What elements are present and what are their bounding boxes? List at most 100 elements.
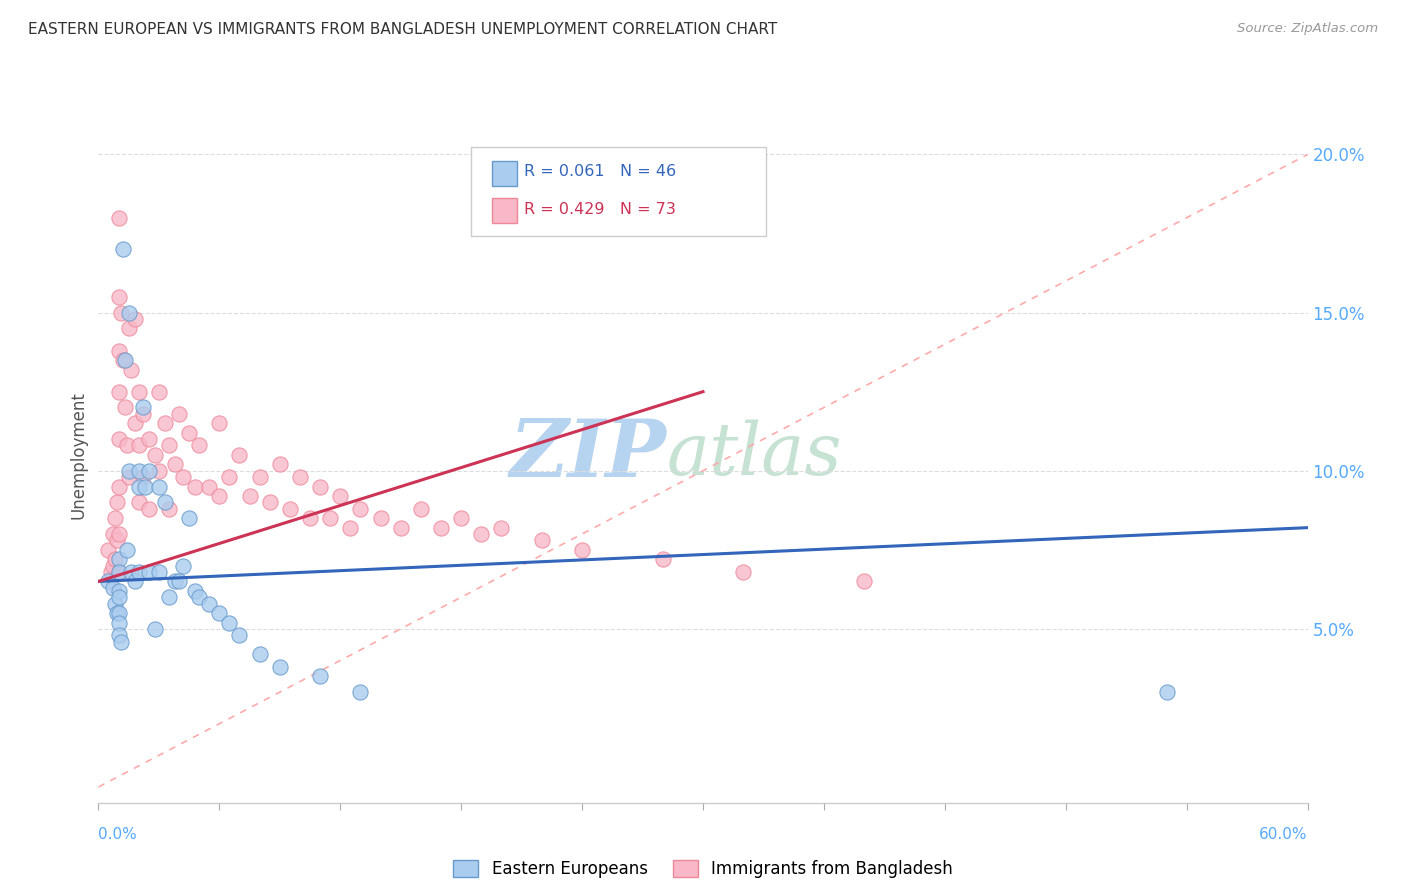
Point <box>105 606 128 620</box>
Point <box>163 574 186 589</box>
Point <box>138 432 160 446</box>
Point <box>339 521 361 535</box>
Point <box>733 565 755 579</box>
Point <box>269 458 291 472</box>
Point <box>853 574 876 589</box>
Point <box>107 591 129 605</box>
Point <box>218 615 240 630</box>
Point <box>188 438 211 452</box>
Point <box>163 458 186 472</box>
Point <box>110 634 132 648</box>
Point <box>198 479 221 493</box>
Point <box>107 290 129 304</box>
Point <box>148 479 170 493</box>
Point <box>124 574 146 589</box>
Point <box>172 470 194 484</box>
Point <box>218 470 240 484</box>
Point <box>148 565 170 579</box>
Point <box>107 583 129 598</box>
Point <box>491 521 513 535</box>
Point <box>107 606 129 620</box>
Legend: Eastern Europeans, Immigrants from Bangladesh: Eastern Europeans, Immigrants from Bangl… <box>447 854 959 885</box>
Text: Source: ZipAtlas.com: Source: ZipAtlas.com <box>1237 22 1378 36</box>
Point <box>107 565 129 579</box>
Point <box>138 464 160 478</box>
Text: ZIP: ZIP <box>510 417 666 493</box>
Point <box>107 432 129 446</box>
Point <box>184 583 207 598</box>
Point <box>309 669 332 683</box>
Point <box>198 597 221 611</box>
Point <box>100 565 122 579</box>
Point <box>105 495 128 509</box>
Point <box>172 558 194 573</box>
Point <box>278 501 301 516</box>
Point <box>107 628 129 642</box>
Point <box>128 565 150 579</box>
Point <box>128 438 150 452</box>
Text: 0.0%: 0.0% <box>98 827 138 841</box>
Point <box>1156 685 1178 699</box>
Point <box>124 417 146 431</box>
Point <box>157 591 180 605</box>
Y-axis label: Unemployment: Unemployment <box>69 391 87 519</box>
Point <box>167 407 190 421</box>
Point <box>299 511 322 525</box>
Point <box>111 353 134 368</box>
Text: EASTERN EUROPEAN VS IMMIGRANTS FROM BANGLADESH UNEMPLOYMENT CORRELATION CHART: EASTERN EUROPEAN VS IMMIGRANTS FROM BANG… <box>28 22 778 37</box>
Point <box>107 527 129 541</box>
Point <box>143 622 166 636</box>
Point <box>184 479 207 493</box>
Point <box>329 489 352 503</box>
Point <box>115 542 138 557</box>
Text: atlas: atlas <box>666 419 842 491</box>
Point <box>120 362 142 376</box>
Point <box>120 565 142 579</box>
Point <box>128 384 150 399</box>
Text: R = 0.061   N = 46: R = 0.061 N = 46 <box>524 164 676 178</box>
Point <box>111 243 134 257</box>
Point <box>249 647 271 661</box>
Point <box>571 542 593 557</box>
Point <box>208 489 231 503</box>
Point <box>288 470 311 484</box>
Point <box>107 552 129 566</box>
Point <box>107 615 129 630</box>
Point <box>103 511 125 525</box>
Point <box>309 479 332 493</box>
Point <box>118 464 141 478</box>
Point <box>107 565 129 579</box>
Point <box>97 574 120 589</box>
Point <box>153 495 176 509</box>
Point <box>132 470 155 484</box>
Point <box>138 501 160 516</box>
Point <box>249 470 271 484</box>
Point <box>349 501 371 516</box>
Point <box>143 448 166 462</box>
Point <box>97 542 120 557</box>
Point <box>101 558 124 573</box>
Point <box>470 527 492 541</box>
Point <box>138 565 160 579</box>
Point <box>530 533 553 548</box>
Point <box>107 479 129 493</box>
Point <box>208 606 231 620</box>
Point <box>124 312 146 326</box>
Point <box>269 660 291 674</box>
Point <box>389 521 412 535</box>
Text: R = 0.429   N = 73: R = 0.429 N = 73 <box>524 202 676 217</box>
Point <box>103 552 125 566</box>
Text: 60.0%: 60.0% <box>1260 827 1308 841</box>
Point <box>128 495 150 509</box>
Point <box>105 533 128 548</box>
Point <box>115 438 138 452</box>
Point <box>259 495 281 509</box>
Point <box>114 353 136 368</box>
Point <box>118 470 141 484</box>
Point <box>430 521 453 535</box>
Point <box>370 511 392 525</box>
Point <box>101 527 124 541</box>
Point <box>157 501 180 516</box>
Point <box>107 384 129 399</box>
Point <box>107 211 129 225</box>
